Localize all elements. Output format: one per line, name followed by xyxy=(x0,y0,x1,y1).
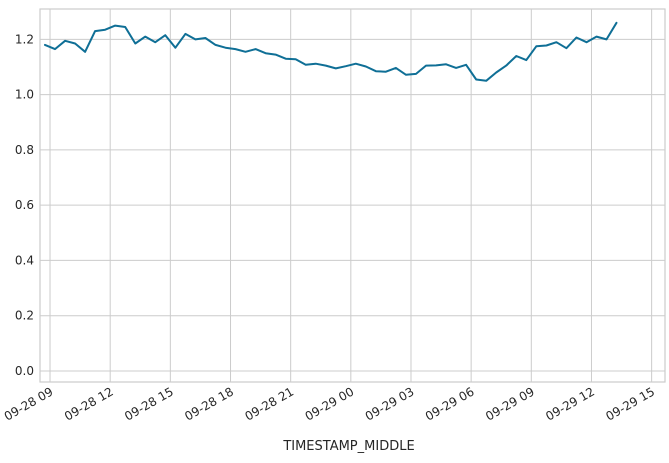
x-tick-label: 09-29 09 xyxy=(483,384,537,423)
grid xyxy=(40,9,665,382)
y-tick-label: 0.4 xyxy=(15,253,34,267)
x-tick-label: 09-28 15 xyxy=(122,384,176,423)
x-axis-label: TIMESTAMP_MIDDLE xyxy=(282,439,414,454)
y-tick-label: 1.0 xyxy=(15,88,34,102)
x-tick-label: 09-29 12 xyxy=(543,384,597,423)
x-tick-label: 09-29 06 xyxy=(423,384,477,423)
x-tick-label: 09-28 09 xyxy=(2,384,56,423)
y-tick-label: 0.2 xyxy=(15,309,34,323)
series-line-0 xyxy=(44,21,618,82)
x-tick-label: 09-28 12 xyxy=(62,384,116,423)
x-axis-ticks: 09-28 09 09-28 12 09-28 15 09-28 18 09-28 21… xyxy=(2,384,657,423)
x-tick-label: 09-29 00 xyxy=(303,384,357,423)
y-axis-ticks: 0.0 0.2 0.4 0.6 0.8 1.0 1.2 xyxy=(15,32,34,378)
y-tick-label: 0.6 xyxy=(15,198,34,212)
x-tick-label: 09-28 18 xyxy=(182,384,236,423)
series-layer xyxy=(44,21,618,82)
y-tick-label: 0.8 xyxy=(15,143,34,157)
y-tick-label: 1.2 xyxy=(15,32,34,46)
y-tick-label: 0.0 xyxy=(15,364,34,378)
x-tick-label: 09-29 03 xyxy=(363,384,417,423)
plot-frame xyxy=(39,8,666,383)
x-tick-label: 09-28 21 xyxy=(242,384,296,423)
x-tick-label: 09-29 15 xyxy=(603,384,657,423)
